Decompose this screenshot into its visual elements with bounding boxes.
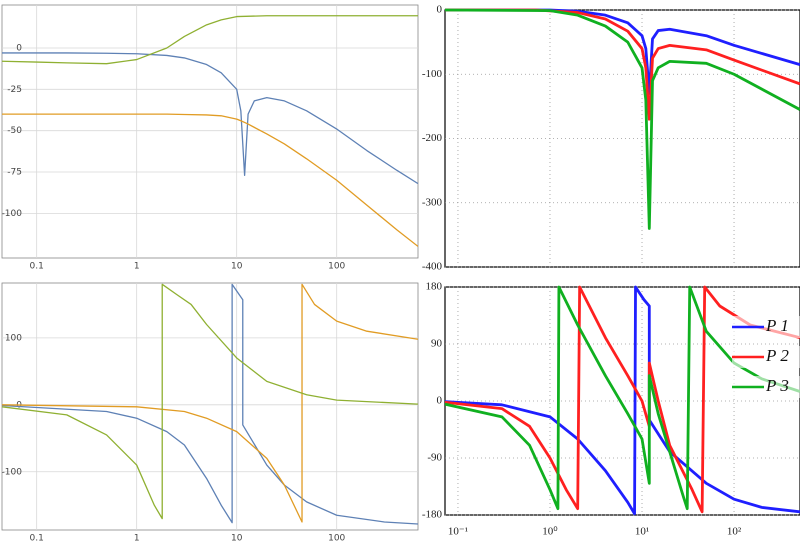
series-line bbox=[445, 285, 800, 511]
series-line bbox=[2, 52, 418, 185]
x-tick-label: 1 bbox=[134, 262, 140, 272]
x-tick-label: 100 bbox=[328, 262, 345, 272]
y-tick-label: 0 bbox=[437, 395, 443, 407]
plot-frame bbox=[1, 282, 419, 531]
plot-frame bbox=[1, 4, 419, 259]
x-tick-label: 10 bbox=[231, 262, 243, 272]
legend-label: P 2 bbox=[765, 346, 789, 365]
y-tick-label: -200 bbox=[422, 132, 443, 144]
x-tick-label: 0.1 bbox=[30, 534, 44, 544]
series-group bbox=[445, 8, 800, 230]
legend-bg bbox=[732, 316, 800, 338]
series-line bbox=[2, 283, 418, 520]
series-line bbox=[2, 283, 418, 523]
x-tick-label: 100 bbox=[328, 534, 345, 544]
legend-bg bbox=[732, 376, 800, 398]
y-tick-label: -90 bbox=[427, 452, 442, 464]
series-group bbox=[2, 15, 418, 247]
series-line bbox=[445, 8, 800, 121]
x-tick-label: 10² bbox=[727, 526, 742, 538]
legend-bg bbox=[732, 346, 800, 368]
series-line bbox=[445, 8, 800, 95]
x-tick-label: 10⁰ bbox=[542, 526, 558, 538]
series-line bbox=[445, 285, 800, 516]
y-tick-label: -300 bbox=[422, 196, 443, 208]
series-group bbox=[445, 285, 800, 516]
x-tick-label: 10 bbox=[231, 534, 243, 544]
y-tick-label: 180 bbox=[426, 281, 443, 293]
series-line bbox=[2, 15, 418, 65]
y-tick-label: -25 bbox=[7, 85, 22, 95]
y-tick-label: -400 bbox=[422, 261, 443, 273]
y-tick-label: -180 bbox=[422, 509, 443, 521]
y-tick-label: -100 bbox=[422, 68, 443, 80]
y-tick-label: 0 bbox=[16, 43, 22, 53]
x-tick-label: 10⁻¹ bbox=[448, 526, 468, 538]
y-tick-label: -100 bbox=[2, 209, 23, 219]
y-tick-label: -100 bbox=[2, 467, 23, 477]
y-tick-label: -50 bbox=[7, 126, 22, 136]
series-line bbox=[445, 8, 800, 230]
y-tick-label: 0 bbox=[437, 4, 443, 16]
x-tick-label: 1 bbox=[134, 534, 140, 544]
series-line bbox=[2, 283, 418, 525]
series-group bbox=[2, 283, 418, 525]
y-tick-label: 100 bbox=[5, 333, 22, 343]
legend-label: P 3 bbox=[765, 376, 789, 395]
series-line bbox=[2, 113, 418, 247]
legend-label: P 1 bbox=[765, 316, 789, 335]
y-tick-label: -75 bbox=[7, 168, 22, 178]
x-tick-label: 0.1 bbox=[30, 262, 44, 272]
x-tick-label: 10¹ bbox=[635, 526, 649, 538]
y-tick-label: 90 bbox=[431, 338, 443, 350]
